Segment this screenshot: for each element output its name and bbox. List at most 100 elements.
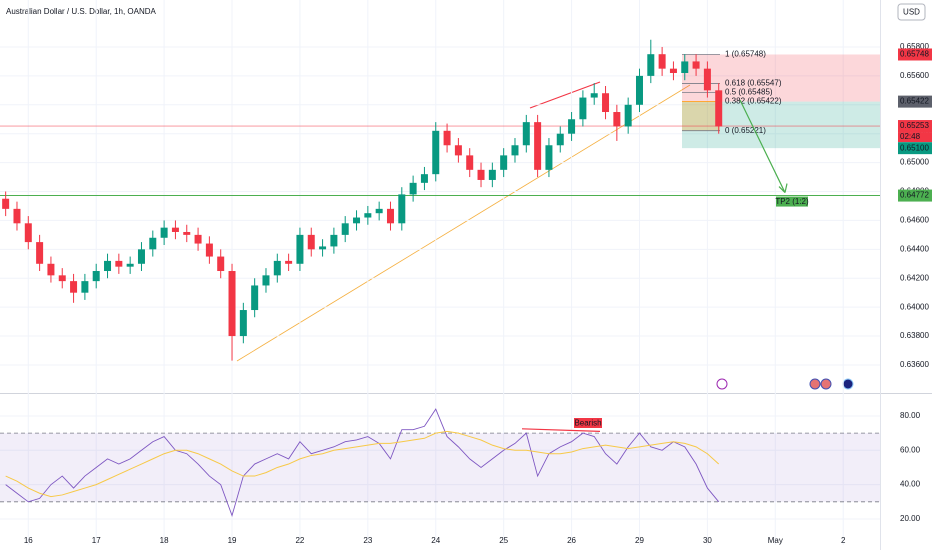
candle-body bbox=[658, 54, 666, 69]
candle-body bbox=[602, 93, 610, 113]
countdown: 02:48 bbox=[900, 132, 921, 141]
candle-body bbox=[171, 227, 179, 232]
candle-body bbox=[613, 112, 621, 127]
y-tick-label: 0.65000 bbox=[900, 158, 929, 167]
candle-body bbox=[319, 246, 327, 250]
candle-body bbox=[262, 275, 270, 286]
x-tick-label: 24 bbox=[431, 536, 440, 545]
candle-body bbox=[58, 275, 66, 282]
candle-body bbox=[160, 227, 168, 238]
price-label: 0.64772 bbox=[900, 191, 929, 200]
candle-body bbox=[251, 285, 259, 311]
candle-body bbox=[545, 145, 553, 170]
resistance-line bbox=[529, 81, 601, 109]
x-tick-label: 23 bbox=[363, 536, 372, 545]
candle-body bbox=[488, 169, 496, 180]
x-tick-label: 2 bbox=[841, 536, 846, 545]
candle-body bbox=[24, 223, 32, 243]
fib-zone bbox=[682, 101, 720, 131]
fib-label: 0.382 (0.65422) bbox=[725, 97, 782, 106]
event-icon[interactable] bbox=[716, 378, 728, 390]
candle-body bbox=[47, 263, 55, 276]
y-tick-label: 0.64200 bbox=[900, 273, 929, 282]
x-tick-label: 18 bbox=[160, 536, 169, 545]
candle-body bbox=[296, 234, 304, 264]
candle-body bbox=[420, 174, 428, 183]
candle-body bbox=[568, 119, 576, 134]
candle-body bbox=[36, 242, 44, 264]
chart-title: Australian Dollar / U.S. Dollar, 1h, OAN… bbox=[6, 7, 156, 16]
candle-body bbox=[92, 271, 100, 282]
price-label: 0.65422 bbox=[900, 97, 929, 106]
price-label-bg bbox=[898, 120, 932, 133]
candle-body bbox=[522, 122, 530, 146]
candle-body bbox=[70, 281, 78, 293]
bearish-divergence bbox=[521, 428, 601, 433]
flag-icon[interactable] bbox=[809, 378, 821, 390]
candle-body bbox=[194, 234, 202, 244]
fib-label: 0 (0.65221) bbox=[725, 126, 766, 135]
candle-body bbox=[386, 208, 394, 224]
candle-body bbox=[239, 310, 247, 337]
candle-body bbox=[703, 68, 711, 91]
y-tick-label: 60.00 bbox=[900, 445, 921, 454]
currency-button[interactable] bbox=[897, 3, 926, 21]
x-tick-label: 25 bbox=[499, 536, 508, 545]
candle-body bbox=[692, 61, 700, 69]
x-tick-label: 30 bbox=[703, 536, 712, 545]
candle-body bbox=[104, 260, 112, 272]
y-tick-label: 0.65800 bbox=[900, 42, 929, 51]
candle-body bbox=[635, 75, 643, 105]
candle-body bbox=[715, 90, 723, 127]
risk-zone bbox=[682, 54, 880, 102]
trend-line bbox=[236, 84, 691, 362]
candle-body bbox=[681, 61, 689, 73]
tp-arrow-head bbox=[784, 183, 788, 193]
rsi-line bbox=[5, 408, 720, 518]
x-tick-label: 29 bbox=[635, 536, 644, 545]
price-label: 0.65253 bbox=[900, 121, 929, 130]
flag-icon[interactable] bbox=[820, 378, 832, 390]
candle-body bbox=[205, 243, 213, 257]
candle-body bbox=[398, 194, 406, 224]
rsi-line bbox=[5, 430, 720, 498]
y-tick-label: 0.65600 bbox=[900, 71, 929, 80]
flag-icon[interactable] bbox=[842, 378, 854, 390]
candle-body bbox=[534, 122, 542, 170]
price-label-bg bbox=[898, 142, 932, 155]
candle-body bbox=[126, 263, 134, 267]
candle-body bbox=[477, 169, 485, 180]
currency-button-label[interactable]: USD bbox=[903, 8, 920, 17]
candle-body bbox=[137, 249, 145, 264]
fib-label: 0.5 (0.65485) bbox=[725, 88, 773, 97]
candle-body bbox=[341, 223, 349, 235]
y-tick-label: 0.63800 bbox=[900, 331, 929, 340]
price-label-bg bbox=[898, 189, 932, 202]
candle-body bbox=[307, 234, 315, 250]
candle-body bbox=[149, 237, 157, 250]
x-tick-label: 22 bbox=[295, 536, 304, 545]
candle-body bbox=[579, 97, 587, 120]
tp-label: TP2 (1:2) bbox=[775, 197, 809, 206]
candle-body bbox=[454, 145, 462, 156]
candle-body bbox=[466, 155, 474, 170]
y-tick-label: 20.00 bbox=[900, 514, 921, 523]
x-tick-label: 17 bbox=[92, 536, 101, 545]
candle-body bbox=[2, 198, 10, 209]
candle-body bbox=[330, 234, 338, 247]
reward-zone bbox=[682, 101, 880, 149]
y-tick-label: 40.00 bbox=[900, 480, 921, 489]
fib-label: 1 (0.65748) bbox=[725, 50, 766, 59]
y-tick-label: 0.63600 bbox=[900, 360, 929, 369]
rsi-band bbox=[0, 433, 880, 502]
candle-body bbox=[273, 260, 281, 276]
candle-body bbox=[556, 133, 564, 146]
y-tick-label: 0.64000 bbox=[900, 302, 929, 311]
candle-body bbox=[443, 130, 451, 146]
price-label: 0.65100 bbox=[900, 143, 929, 152]
candle-body bbox=[115, 260, 123, 267]
candle-body bbox=[624, 104, 632, 127]
candle-body bbox=[647, 54, 655, 76]
candle-body bbox=[81, 281, 89, 293]
